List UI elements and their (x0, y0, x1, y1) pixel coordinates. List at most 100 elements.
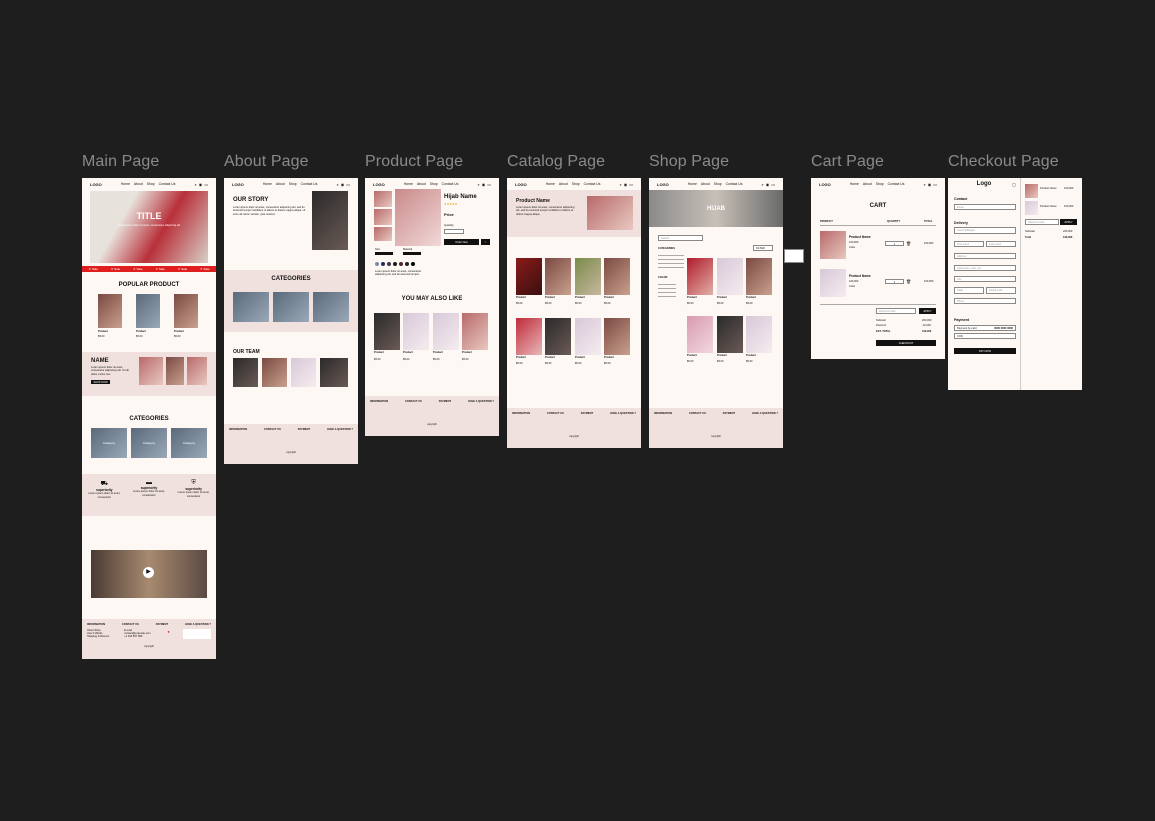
shop-now-button[interactable]: SHOP NOW (91, 380, 110, 384)
nav-link-shop[interactable]: Shop (713, 182, 722, 186)
nav-logo[interactable]: LOGO (819, 181, 831, 187)
apply-button[interactable]: APPLY (919, 308, 936, 314)
video-block[interactable]: ▶ (91, 550, 207, 598)
filter-category-list[interactable] (658, 253, 684, 269)
nav-link-home[interactable]: Home (849, 182, 859, 186)
nav-link-contact[interactable]: Contact Us (887, 182, 905, 186)
search-icon[interactable]: ⌕ (336, 181, 339, 187)
quantity-stepper[interactable] (444, 229, 464, 234)
search-icon[interactable]: ⌕ (477, 181, 480, 187)
search-icon[interactable]: ⌕ (923, 181, 926, 187)
quantity-stepper[interactable]: 1 (885, 279, 904, 284)
user-icon[interactable]: ◉ (927, 181, 932, 187)
search-icon[interactable]: ⌕ (194, 181, 197, 187)
product-page-frame[interactable]: LOGO Home About Shop Contact Us ⌕ ◉ ▭ Hija… (365, 178, 499, 436)
email-field[interactable]: Email (954, 204, 1016, 210)
nav-link-about[interactable]: About (133, 182, 143, 186)
product-card[interactable] (433, 313, 459, 350)
cart-icon[interactable]: ▭ (204, 181, 208, 187)
order-now-button[interactable]: Order Now (444, 239, 479, 245)
product-card[interactable] (687, 316, 713, 353)
nav-link-contact[interactable]: Contact Us (441, 182, 459, 186)
question-input[interactable] (182, 629, 211, 639)
address-field[interactable]: Address (954, 253, 1016, 259)
footer-info-links[interactable]: About Shop How It Works Shipping & Retur… (87, 629, 110, 638)
nav-logo[interactable]: LOGO (657, 181, 669, 187)
user-icon[interactable]: ◉ (765, 181, 770, 187)
nav-link-home[interactable]: Home (687, 182, 697, 186)
cart-icon[interactable]: ▭ (629, 181, 633, 187)
checkout-page-frame[interactable]: Logo ▢ Contact Email Delivery Country/Re… (948, 178, 1082, 390)
state-field[interactable]: State (954, 287, 984, 294)
product-card[interactable] (604, 318, 630, 355)
cart-icon[interactable]: ▭ (771, 181, 775, 187)
nav-logo[interactable]: LOGO (515, 181, 527, 187)
nav-link-contact[interactable]: Contact Us (583, 182, 601, 186)
category-card[interactable] (233, 292, 269, 322)
wishlist-button[interactable]: ♡ (481, 239, 490, 245)
nav-link-home[interactable]: Home (403, 182, 413, 186)
product-card[interactable] (746, 258, 772, 295)
nav-link-shop[interactable]: Shop (875, 182, 884, 186)
nav-logo[interactable]: LOGO (373, 181, 385, 187)
postal-code-field[interactable]: Postal code (986, 287, 1016, 294)
nav-link-about[interactable]: About (700, 182, 710, 186)
product-card[interactable] (604, 258, 630, 295)
filter-color-list[interactable] (658, 282, 676, 298)
nav-link-contact[interactable]: Contact Us (300, 182, 318, 186)
pay-now-button[interactable]: PAY NOW (954, 348, 1016, 354)
user-icon[interactable]: ◉ (481, 181, 486, 187)
bag-icon[interactable]: ▢ (1012, 182, 1016, 187)
nav-link-home[interactable]: Home (120, 182, 130, 186)
last-name-field[interactable]: Last name (986, 241, 1016, 247)
user-icon[interactable]: ◉ (198, 181, 203, 187)
user-icon[interactable]: ◉ (340, 181, 345, 187)
phone-field[interactable]: Phone (954, 298, 1016, 304)
category-card[interactable] (273, 292, 309, 322)
color-swatches[interactable] (375, 262, 415, 266)
category-card[interactable] (313, 292, 349, 322)
nav-link-contact[interactable]: Contact Us (725, 182, 743, 186)
category-card[interactable]: Category (91, 428, 127, 458)
product-card[interactable] (746, 316, 772, 353)
product-card[interactable] (545, 258, 571, 295)
first-name-field[interactable]: First name (954, 241, 984, 247)
search-icon[interactable]: ⌕ (761, 181, 764, 187)
size-select[interactable] (375, 252, 393, 255)
trash-icon[interactable]: 🗑 (906, 241, 912, 246)
category-card[interactable]: Category (131, 428, 167, 458)
product-card[interactable] (98, 294, 122, 328)
payment-option-card[interactable]: Payment by card 0000 0000 0000 (954, 325, 1016, 331)
search-input[interactable]: Search (658, 235, 703, 241)
country-field[interactable]: Country/Region (954, 227, 1016, 234)
product-card[interactable] (136, 294, 160, 328)
thumbnail[interactable] (374, 227, 392, 241)
main-page-frame[interactable]: LOGO Home About Shop Contact Us ⌕ ◉ ▭ TITL… (82, 178, 216, 659)
cart-icon[interactable]: ▭ (933, 181, 937, 187)
nav-link-shop[interactable]: Shop (288, 182, 297, 186)
product-card[interactable] (403, 313, 429, 350)
material-select[interactable] (403, 252, 421, 255)
checkout-button[interactable]: CHECKOUT (876, 340, 936, 346)
product-card[interactable] (575, 318, 601, 355)
quantity-stepper[interactable]: 1 (885, 241, 904, 246)
filter-popup[interactable] (784, 249, 804, 263)
product-card[interactable] (717, 258, 743, 295)
product-card[interactable] (374, 313, 400, 350)
category-card[interactable]: Category (171, 428, 207, 458)
nav-link-about[interactable]: About (275, 182, 285, 186)
product-card[interactable] (516, 318, 542, 355)
search-icon[interactable]: ⌕ (619, 181, 622, 187)
catalog-page-frame[interactable]: LOGO Home About Shop Contact Us ⌕ ◉ ▭ Prod… (507, 178, 641, 448)
nav-logo[interactable]: LOGO (90, 181, 102, 187)
nav-link-shop[interactable]: Shop (146, 182, 155, 186)
nav-link-home[interactable]: Home (262, 182, 272, 186)
nav-link-about[interactable]: About (862, 182, 872, 186)
payment-option-cod[interactable]: COD (954, 333, 1016, 339)
product-card[interactable] (687, 258, 713, 295)
checkout-logo[interactable]: Logo (976, 181, 992, 187)
nav-logo[interactable]: LOGO (232, 181, 244, 187)
product-card[interactable] (462, 313, 488, 350)
shop-page-frame[interactable]: LOGO Home About Shop Contact Us ⌕ ◉ ▭ HIJA… (649, 178, 783, 448)
user-icon[interactable]: ◉ (623, 181, 628, 187)
